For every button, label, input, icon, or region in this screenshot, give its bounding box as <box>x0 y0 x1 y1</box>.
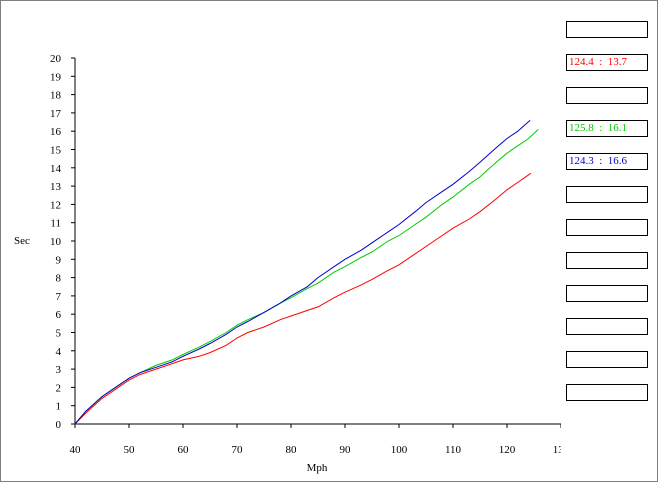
readout-box: 125.8 : 16.1 <box>566 120 648 137</box>
y-tick-label: 15 <box>50 145 62 157</box>
readout-box <box>566 285 648 302</box>
y-tick-label: 12 <box>50 199 61 211</box>
y-tick-label: 20 <box>50 53 62 65</box>
x-tick-label: 110 <box>445 444 462 456</box>
y-tick-label: 9 <box>56 254 62 266</box>
x-tick-label: 100 <box>391 444 408 456</box>
y-tick-label: 6 <box>56 309 62 321</box>
y-tick-label: 3 <box>56 364 62 376</box>
y-tick-label: 17 <box>50 108 62 120</box>
y-tick-label: 13 <box>50 181 62 193</box>
x-tick-label: 80 <box>286 444 298 456</box>
readout-box <box>566 318 648 335</box>
y-tick-label: 8 <box>56 273 62 285</box>
y-tick-label: 7 <box>56 291 62 303</box>
readout-box <box>566 21 648 38</box>
y-tick-label: 16 <box>50 126 62 138</box>
y-tick-label: 4 <box>56 346 62 358</box>
y-tick-label: 1 <box>56 401 62 413</box>
readout-box: 124.4 : 13.7 <box>566 54 648 71</box>
x-tick-label: 50 <box>124 444 136 456</box>
series-line-1 <box>74 172 532 425</box>
x-tick-label: 130 <box>553 444 561 456</box>
readout-box <box>566 252 648 269</box>
x-tick-label: 60 <box>178 444 190 456</box>
readout-box <box>566 351 648 368</box>
readout-box <box>566 219 648 236</box>
readout-box <box>566 384 648 401</box>
y-tick-label: 0 <box>56 419 62 431</box>
y-tick-label: 5 <box>56 328 62 340</box>
y-tick-label: 18 <box>50 90 62 102</box>
x-tick-label: 90 <box>340 444 352 456</box>
readout-box: 124.3 : 16.6 <box>566 153 648 170</box>
y-tick-label: 2 <box>56 382 62 394</box>
y-tick-label: 14 <box>50 163 62 175</box>
readout-box <box>566 186 648 203</box>
x-tick-label: 70 <box>232 444 244 456</box>
x-tick-label: 40 <box>70 444 82 456</box>
x-tick-label: 120 <box>499 444 516 456</box>
series-layer <box>74 119 539 425</box>
x-ticks: 40 50 60 70 80 90 100 110 120 130 <box>70 424 561 456</box>
series-line-3 <box>74 119 531 425</box>
y-axis-label: Sec <box>14 235 30 247</box>
y-tick-label: 19 <box>50 71 62 83</box>
x-axis-label: Mph <box>307 462 328 474</box>
series-line-2 <box>74 129 539 425</box>
y-tick-label: 11 <box>50 218 61 230</box>
y-tick-label: 10 <box>50 236 62 248</box>
readout-box <box>566 87 648 104</box>
